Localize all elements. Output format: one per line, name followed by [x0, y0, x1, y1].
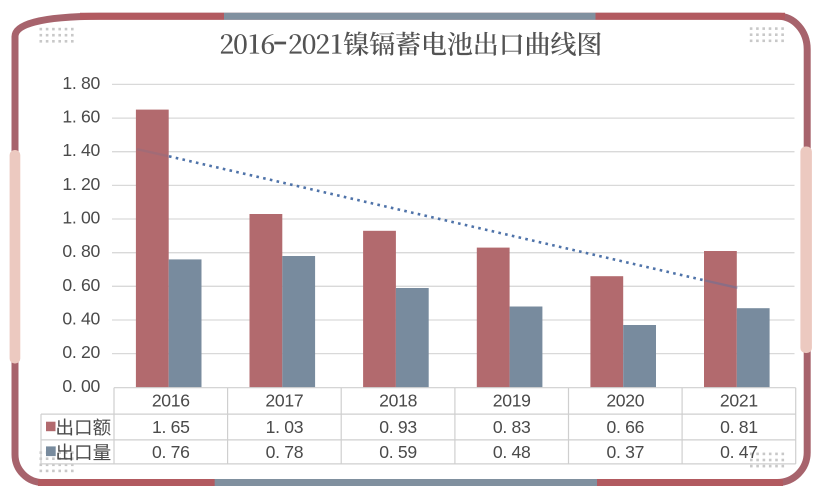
svg-text:0. 66: 0. 66 — [606, 417, 644, 437]
svg-text:0. 76: 0. 76 — [152, 442, 190, 462]
svg-text:2016: 2016 — [152, 391, 190, 411]
svg-text:0. 40: 0. 40 — [62, 309, 100, 329]
svg-text:0. 60: 0. 60 — [62, 275, 100, 295]
svg-text:1. 65: 1. 65 — [152, 417, 190, 437]
svg-text:0. 80: 0. 80 — [62, 241, 100, 261]
svg-text:2017: 2017 — [265, 391, 303, 411]
svg-text:0. 48: 0. 48 — [493, 442, 531, 462]
svg-text:2021: 2021 — [720, 391, 758, 411]
svg-text:0. 81: 0. 81 — [720, 417, 758, 437]
svg-text:0. 78: 0. 78 — [266, 442, 304, 462]
svg-text:0. 59: 0. 59 — [379, 442, 417, 462]
svg-text:0. 20: 0. 20 — [62, 342, 100, 362]
svg-text:1. 40: 1. 40 — [62, 140, 100, 160]
svg-text:2018: 2018 — [379, 391, 417, 411]
svg-text:2020: 2020 — [606, 391, 644, 411]
svg-text:1. 80: 1. 80 — [62, 73, 100, 93]
svg-text:1. 60: 1. 60 — [62, 107, 100, 127]
svg-text:0. 00: 0. 00 — [62, 376, 100, 396]
svg-text:0. 47: 0. 47 — [720, 442, 758, 462]
svg-text:0. 93: 0. 93 — [379, 417, 417, 437]
svg-text:1. 03: 1. 03 — [266, 417, 304, 437]
svg-text:1. 20: 1. 20 — [62, 174, 100, 194]
svg-text:1. 00: 1. 00 — [62, 208, 100, 228]
svg-text:0. 83: 0. 83 — [493, 417, 531, 437]
svg-text:0. 37: 0. 37 — [606, 442, 644, 462]
svg-text:2019: 2019 — [493, 391, 531, 411]
